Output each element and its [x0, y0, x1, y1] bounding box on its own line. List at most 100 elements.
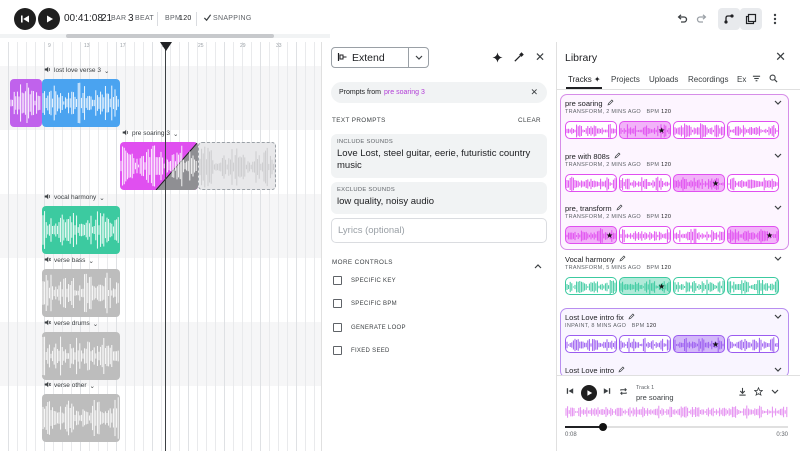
chevron-down-icon[interactable]: [774, 151, 782, 160]
audio-clip[interactable]: [42, 332, 120, 380]
sparkle-icon[interactable]: [489, 49, 505, 65]
play-icon[interactable]: [581, 385, 597, 401]
volume-icon[interactable]: [44, 66, 51, 75]
track-label[interactable]: vocal harmony ⌄: [44, 193, 105, 202]
lyrics-input[interactable]: Lyrics (optional): [331, 218, 547, 243]
muted-icon[interactable]: [44, 381, 51, 390]
player-waveform[interactable]: [565, 404, 788, 420]
chevron-down-icon[interactable]: ⌄: [88, 257, 94, 265]
track-variation[interactable]: ★: [565, 226, 617, 244]
chevron-up-icon[interactable]: [534, 256, 542, 274]
star-icon[interactable]: ★: [606, 231, 614, 240]
star-icon[interactable]: ★: [766, 231, 774, 240]
tab-recordings[interactable]: Recordings: [688, 75, 729, 84]
track-variation[interactable]: [727, 174, 779, 192]
audio-clip[interactable]: [42, 269, 120, 317]
track-variation[interactable]: ★: [727, 226, 779, 244]
exclude-sounds-field[interactable]: EXCLUDE SOUNDS low quality, noisy audio: [331, 182, 547, 214]
volume-icon[interactable]: [44, 193, 51, 202]
track-variation[interactable]: [727, 277, 779, 295]
filter-icon[interactable]: [752, 74, 761, 85]
audio-clip-selected[interactable]: [120, 142, 198, 190]
chevron-down-icon[interactable]: [774, 365, 782, 374]
chevron-down-icon[interactable]: ⌄: [103, 67, 110, 75]
edit-pencil-icon[interactable]: [607, 99, 614, 108]
fixed-seed-option[interactable]: FIXED SEED: [333, 346, 390, 355]
playhead-handle[interactable]: [160, 42, 172, 51]
skip-previous-icon[interactable]: [566, 387, 574, 397]
track-variation[interactable]: [619, 174, 671, 192]
audio-clip[interactable]: [42, 394, 120, 442]
tab-uploads[interactable]: Uploads: [649, 75, 679, 84]
track-variation[interactable]: [673, 121, 725, 139]
track-variation[interactable]: ★: [619, 277, 671, 295]
snapping-toggle[interactable]: SNAPPING: [213, 15, 252, 22]
more-controls-heading[interactable]: MORE CONTROLS: [332, 259, 393, 266]
generate-loop-option[interactable]: GENERATE LOOP: [333, 323, 406, 332]
chevron-down-icon[interactable]: [774, 312, 782, 321]
playhead[interactable]: [165, 42, 166, 451]
track-variation[interactable]: ★: [673, 174, 725, 192]
track-variation[interactable]: ★: [619, 121, 671, 139]
audio-clip[interactable]: [42, 79, 120, 127]
edit-pencil-icon[interactable]: [614, 152, 621, 161]
player-seek-knob[interactable]: [598, 423, 607, 431]
track-variation[interactable]: [727, 121, 779, 139]
include-sounds-value[interactable]: Love Lost, steel guitar, eerie, futurist…: [337, 148, 531, 171]
audio-clip[interactable]: [10, 79, 42, 127]
track-variation[interactable]: ★: [673, 335, 725, 353]
chevron-down-icon[interactable]: [774, 98, 782, 107]
exclude-sounds-value[interactable]: low quality, noisy audio: [337, 196, 434, 207]
undo-icon[interactable]: [672, 9, 692, 29]
track-variation[interactable]: [565, 121, 617, 139]
tab-projects[interactable]: Projects: [611, 75, 640, 84]
close-icon[interactable]: ✕: [775, 49, 786, 64]
track-variation[interactable]: [673, 226, 725, 244]
skip-next-icon[interactable]: [603, 387, 611, 397]
track-label[interactable]: verse other ⌄: [44, 381, 95, 390]
star-icon[interactable]: ★: [658, 282, 666, 291]
chevron-down-icon[interactable]: ⌄: [89, 382, 95, 390]
star-icon[interactable]: ★: [712, 340, 720, 349]
tab-overflow[interactable]: Ex: [737, 75, 747, 84]
chevron-down-icon[interactable]: ⌄: [99, 194, 105, 202]
edit-pencil-icon[interactable]: [618, 366, 625, 375]
prompts-source-link[interactable]: pre soaring 3: [384, 89, 425, 96]
prompts-source-chip[interactable]: Prompts from pre soaring 3 ✕: [331, 82, 547, 103]
chevron-down-icon[interactable]: ⌄: [92, 320, 99, 328]
edit-pencil-icon[interactable]: [619, 255, 626, 264]
star-icon[interactable]: ★: [712, 179, 720, 188]
track-variation[interactable]: [565, 335, 617, 353]
star-outline-icon[interactable]: [753, 386, 764, 398]
chevron-down-icon[interactable]: [774, 203, 782, 212]
redo-icon[interactable]: [692, 9, 712, 29]
chevron-down-icon[interactable]: [774, 254, 782, 263]
more-vert-icon[interactable]: [765, 9, 785, 29]
checkbox[interactable]: [333, 346, 342, 355]
checkbox[interactable]: [333, 276, 342, 285]
close-icon[interactable]: ✕: [534, 50, 546, 64]
timeline-scrollbar-thumb[interactable]: [66, 34, 274, 38]
track-label[interactable]: verse bass ⌄: [44, 256, 94, 265]
timeline[interactable]: 9 13 17 21 25 29 33 lost love verse 3 ⌄ …: [0, 42, 322, 451]
branch-icon[interactable]: [718, 8, 740, 30]
audio-clip[interactable]: [42, 206, 120, 254]
edit-pencil-icon[interactable]: [616, 204, 623, 213]
eyedropper-icon[interactable]: [510, 49, 526, 65]
clear-button[interactable]: CLEAR: [518, 117, 541, 124]
extension-region[interactable]: [198, 142, 276, 190]
specific-key-option[interactable]: SPECIFIC KEY: [333, 276, 396, 285]
player-progress-track[interactable]: [565, 426, 788, 428]
track-variation[interactable]: [727, 335, 779, 353]
skip-previous-icon[interactable]: [14, 8, 36, 30]
track-variation[interactable]: [619, 226, 671, 244]
track-variation[interactable]: [565, 277, 617, 295]
mode-select[interactable]: Extend: [331, 47, 429, 68]
chevron-down-icon[interactable]: [408, 48, 428, 67]
tab-tracks[interactable]: Tracks ✦: [568, 75, 601, 84]
edit-pencil-icon[interactable]: [628, 313, 635, 322]
chevron-down-icon[interactable]: [771, 387, 779, 396]
checkbox[interactable]: [333, 299, 342, 308]
specific-bpm-option[interactable]: SPECIFIC BPM: [333, 299, 397, 308]
download-icon[interactable]: [738, 387, 747, 398]
